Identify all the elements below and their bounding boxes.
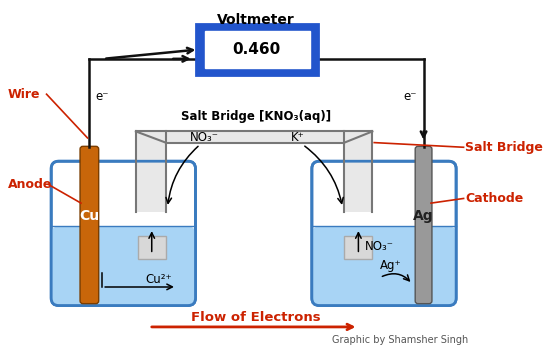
Text: NO₃⁻: NO₃⁻ (365, 241, 394, 253)
Text: e⁻: e⁻ (404, 89, 417, 103)
Text: Graphic by Shamsher Singh: Graphic by Shamsher Singh (332, 335, 469, 345)
FancyBboxPatch shape (138, 236, 166, 259)
Text: Voltmeter: Voltmeter (217, 13, 295, 27)
FancyBboxPatch shape (205, 31, 310, 68)
FancyBboxPatch shape (136, 131, 372, 143)
Text: Ag⁺: Ag⁺ (380, 259, 402, 272)
FancyBboxPatch shape (344, 236, 372, 259)
Text: Cathode: Cathode (465, 192, 524, 205)
Text: e⁻: e⁻ (96, 89, 109, 103)
FancyBboxPatch shape (51, 227, 195, 306)
Text: Wire: Wire (8, 88, 40, 101)
Text: K⁺: K⁺ (291, 131, 305, 144)
Text: Flow of Electrons: Flow of Electrons (191, 311, 321, 324)
Text: Anode: Anode (8, 178, 52, 191)
FancyBboxPatch shape (51, 161, 195, 306)
FancyBboxPatch shape (344, 131, 372, 213)
Text: Ag: Ag (413, 209, 434, 223)
FancyBboxPatch shape (312, 227, 456, 306)
FancyBboxPatch shape (196, 24, 318, 75)
Text: 0.460: 0.460 (232, 42, 280, 57)
Text: Salt Bridge: Salt Bridge (465, 141, 543, 154)
Text: Cu: Cu (79, 209, 100, 223)
FancyBboxPatch shape (312, 161, 456, 306)
Text: Salt Bridge [KNO₃(aq)]: Salt Bridge [KNO₃(aq)] (181, 110, 331, 123)
FancyBboxPatch shape (136, 131, 166, 213)
Text: Cu²⁺: Cu²⁺ (145, 273, 172, 286)
Text: NO₃⁻: NO₃⁻ (190, 131, 219, 144)
FancyBboxPatch shape (80, 146, 98, 304)
FancyBboxPatch shape (415, 146, 432, 304)
